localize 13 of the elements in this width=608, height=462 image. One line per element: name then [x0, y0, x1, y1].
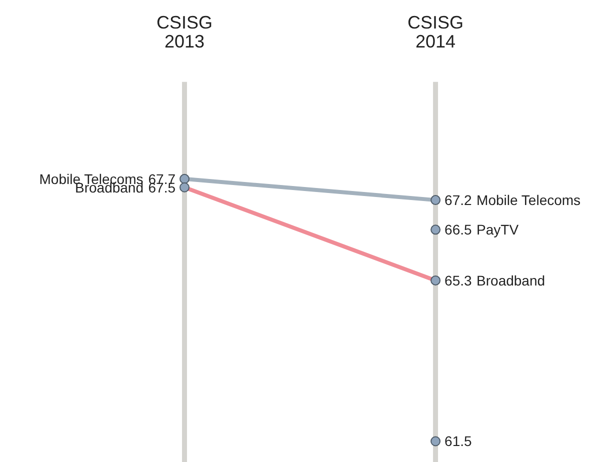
text: Mobile Telecoms	[476, 192, 581, 208]
point	[430, 195, 441, 206]
text: PayTV	[476, 222, 520, 238]
data-label: 65.3	[444, 272, 472, 288]
data-label: 67.2	[444, 192, 472, 208]
x-tick-label: CSISG 2013	[156, 12, 213, 52]
text: Broadband	[476, 272, 546, 288]
x-tick-label: CSISG 2014	[408, 12, 464, 52]
data-label: 66.5	[444, 222, 472, 238]
data-label: 61.5	[444, 433, 472, 450]
point	[430, 436, 441, 446]
point	[430, 224, 441, 235]
point	[180, 174, 190, 184]
